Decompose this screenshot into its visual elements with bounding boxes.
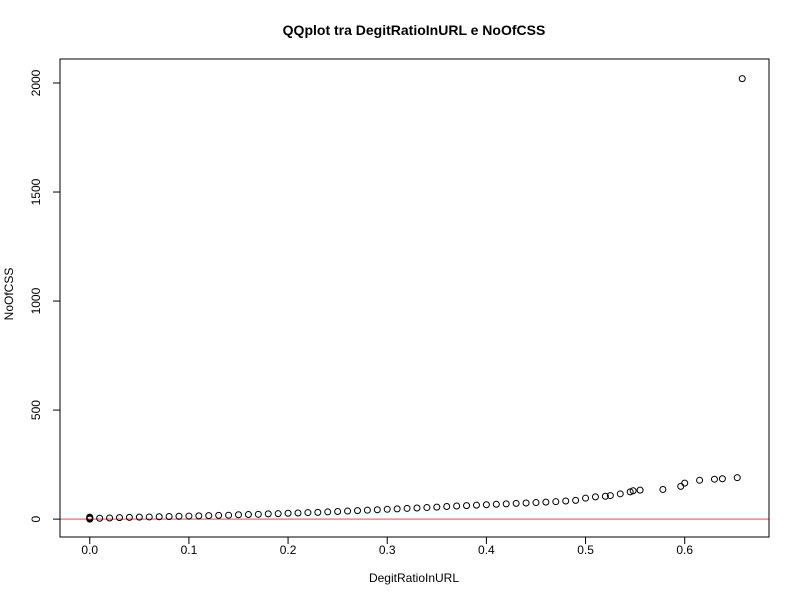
data-point	[215, 511, 223, 519]
data-point	[393, 505, 401, 513]
data-point	[353, 507, 361, 515]
chart-title: QQplot tra DegitRatioInURL e NoOfCSS	[283, 22, 546, 38]
data-point	[659, 485, 667, 493]
data-point	[304, 509, 312, 517]
data-point	[314, 508, 322, 516]
data-point	[165, 513, 173, 521]
data-point	[344, 507, 352, 515]
data-point	[284, 509, 292, 517]
data-point	[106, 514, 114, 522]
data-point	[145, 513, 153, 521]
data-point	[274, 510, 282, 518]
data-point	[135, 513, 143, 521]
data-point	[185, 512, 193, 520]
data-point	[582, 494, 590, 502]
data-point	[175, 512, 183, 520]
x-tick-label: 0.0	[81, 543, 98, 557]
x-tick-label: 0.2	[280, 543, 297, 557]
data-point	[195, 512, 203, 520]
x-tick-label: 0.4	[478, 543, 495, 557]
data-point	[115, 514, 123, 522]
data-point	[591, 493, 599, 501]
data-point	[512, 499, 520, 507]
data-point	[502, 500, 510, 508]
data-point	[572, 496, 580, 504]
data-point	[522, 499, 530, 507]
data-point	[681, 479, 689, 487]
data-point	[532, 499, 540, 507]
data-point	[606, 492, 614, 500]
data-point	[552, 498, 560, 506]
data-point	[629, 487, 637, 495]
data-point	[403, 504, 411, 512]
data-point	[324, 508, 332, 516]
data-point	[453, 502, 461, 510]
y-tick-label: 500	[29, 400, 43, 420]
data-point	[718, 475, 726, 483]
data-point	[334, 507, 342, 515]
y-axis: 0 500 1000 1500 2000	[29, 69, 61, 522]
x-tick-label: 0.1	[181, 543, 198, 557]
data-point	[234, 511, 242, 519]
data-point	[562, 497, 570, 505]
x-axis: 0.0 0.1 0.2 0.3 0.4 0.5 0.6	[81, 536, 693, 557]
y-tick-label: 2000	[29, 69, 43, 96]
x-tick-label: 0.5	[577, 543, 594, 557]
data-point	[423, 504, 431, 512]
data-point	[710, 475, 718, 483]
data-point	[125, 513, 133, 521]
y-axis-label: NoOfCSS	[2, 268, 16, 321]
data-point	[482, 501, 490, 509]
data-point	[254, 510, 262, 518]
data-point	[294, 509, 302, 517]
data-point	[433, 503, 441, 511]
data-point	[463, 502, 471, 510]
data-point	[205, 512, 213, 520]
data-point	[542, 498, 550, 506]
data-point	[492, 500, 500, 508]
data-point	[738, 75, 746, 83]
data-point	[413, 504, 421, 512]
y-tick-label: 1000	[29, 287, 43, 314]
data-point	[244, 511, 252, 519]
data-point	[601, 492, 609, 500]
x-tick-label: 0.6	[676, 543, 693, 557]
data-point	[363, 506, 371, 514]
data-point	[636, 486, 644, 494]
y-tick-label: 0	[29, 515, 43, 522]
data-point	[155, 513, 163, 521]
data-point	[86, 513, 94, 521]
data-point	[472, 501, 480, 509]
data-point	[443, 502, 451, 510]
data-point	[383, 505, 391, 513]
data-point	[264, 510, 272, 518]
y-tick-label: 1500	[29, 178, 43, 205]
scatter-points	[86, 75, 746, 523]
data-point	[373, 506, 381, 514]
data-point	[616, 490, 624, 498]
x-tick-label: 0.3	[379, 543, 396, 557]
data-point	[626, 488, 634, 496]
data-point	[96, 514, 104, 522]
data-point	[225, 511, 233, 519]
x-axis-label: DegitRatioInURL	[369, 571, 459, 585]
data-point	[696, 476, 704, 484]
data-point	[733, 474, 741, 482]
